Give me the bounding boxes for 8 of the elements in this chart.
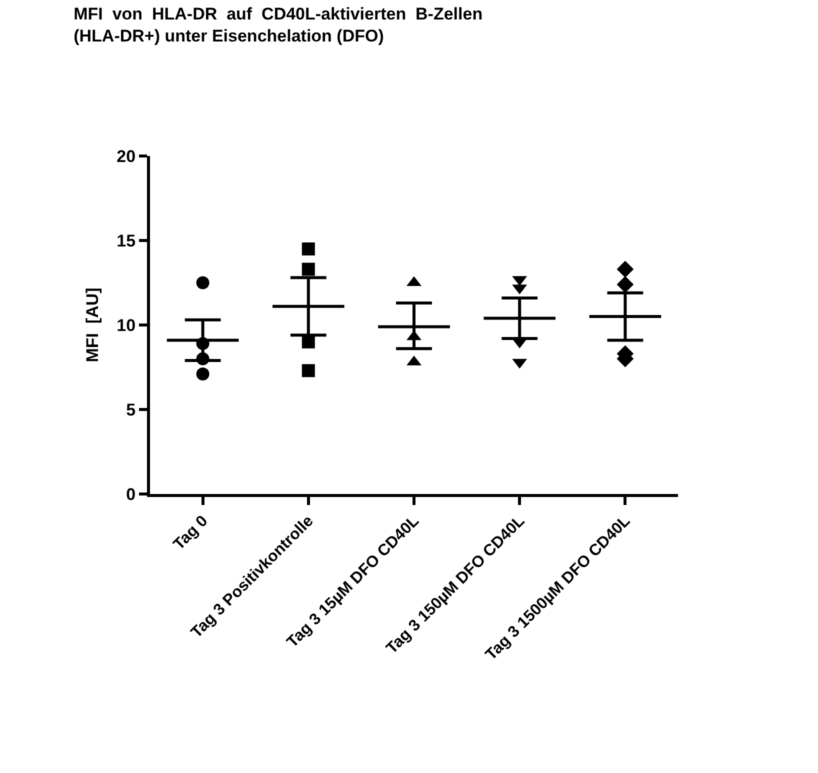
y-tick-label: 20 [116, 146, 136, 166]
y-tick-label: 5 [126, 400, 136, 420]
y-axis-title: MFI [AU] [83, 288, 102, 362]
y-tick-label: 0 [126, 484, 136, 504]
y-tick-label: 15 [116, 231, 136, 250]
y-tick-label: 10 [116, 316, 136, 335]
chart-title: MFI von HLA-DR auf CD40L-aktivierten B-Zellen (HLA-DR+) unter Eisenchelation (DFO) [74, 4, 483, 46]
x-tick-label: Tag 0 [170, 512, 212, 554]
